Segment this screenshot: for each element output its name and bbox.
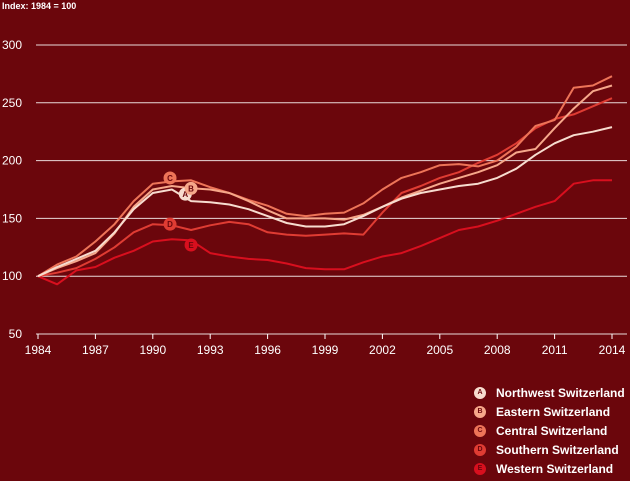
x-tick-label: 1987 (82, 343, 109, 357)
y-tick-label: 100 (2, 269, 22, 283)
legend-item: E Western Switzerland (474, 459, 625, 478)
y-tick-label: 300 (2, 38, 22, 52)
x-tick-label: 2011 (542, 343, 568, 357)
x-tick-label: 1993 (197, 343, 224, 357)
series-line-d (37, 97, 613, 278)
series-marker-e: E (184, 238, 198, 252)
series-lines (37, 75, 613, 286)
x-tick-label: 2008 (484, 343, 511, 357)
x-tick-label: 1999 (312, 343, 339, 357)
svg-text:D: D (167, 220, 173, 229)
legend-marker: A (474, 386, 486, 399)
series-marker-b: B (184, 181, 198, 195)
legend-label: Central Switzerland (496, 423, 608, 438)
svg-text:C: C (167, 174, 173, 183)
series-marker-c: C (163, 171, 177, 185)
legend-marker: B (474, 405, 486, 418)
grid-lines (36, 44, 627, 335)
index-label: Index: 1984 = 100 (2, 1, 77, 11)
legend-label: Northwest Switzerland (496, 385, 625, 400)
legend-label: Eastern Switzerland (496, 404, 611, 419)
legend-item: A Northwest Switzerland (474, 383, 625, 402)
x-tick-label: 1996 (254, 343, 281, 357)
x-tick-label: 2014 (599, 343, 626, 357)
legend-item: D Southern Switzerland (474, 440, 625, 459)
chart-legend: A Northwest Switzerland B Eastern Switzerla… (474, 383, 625, 478)
y-tick-label: 50 (9, 327, 23, 341)
x-tick-label: 1984 (25, 343, 52, 357)
series-markers: AB C D E (163, 171, 198, 252)
x-tick-labels: 1984 1987 1990 1993 1996 1999 2002 2005 2008 2011… (25, 334, 626, 357)
svg-text:E: E (188, 241, 194, 250)
x-tick-label: 2002 (369, 343, 396, 357)
legend-label: Southern Switzerland (496, 442, 619, 457)
y-tick-labels: 50 100 150 200 250 300 (2, 38, 22, 341)
legend-item: B Eastern Switzerland (474, 402, 625, 421)
legend-marker: E (474, 462, 486, 475)
legend-marker: D (474, 443, 486, 456)
series-line-b (37, 84, 613, 278)
legend-label: Western Switzerland (496, 461, 614, 476)
x-tick-label: 1990 (139, 343, 166, 357)
y-tick-label: 150 (2, 211, 22, 225)
y-tick-label: 250 (2, 96, 22, 110)
series-line-e (37, 179, 612, 286)
x-tick-label: 2005 (426, 343, 453, 357)
legend-item: C Central Switzerland (474, 421, 625, 440)
series-marker-d: D (163, 217, 177, 231)
series-line-c (37, 75, 613, 278)
series-line-a (37, 126, 613, 278)
legend-marker: C (474, 424, 486, 437)
y-tick-label: 200 (2, 154, 22, 168)
svg-text:B: B (188, 184, 194, 193)
svg-text:A: A (182, 190, 188, 199)
